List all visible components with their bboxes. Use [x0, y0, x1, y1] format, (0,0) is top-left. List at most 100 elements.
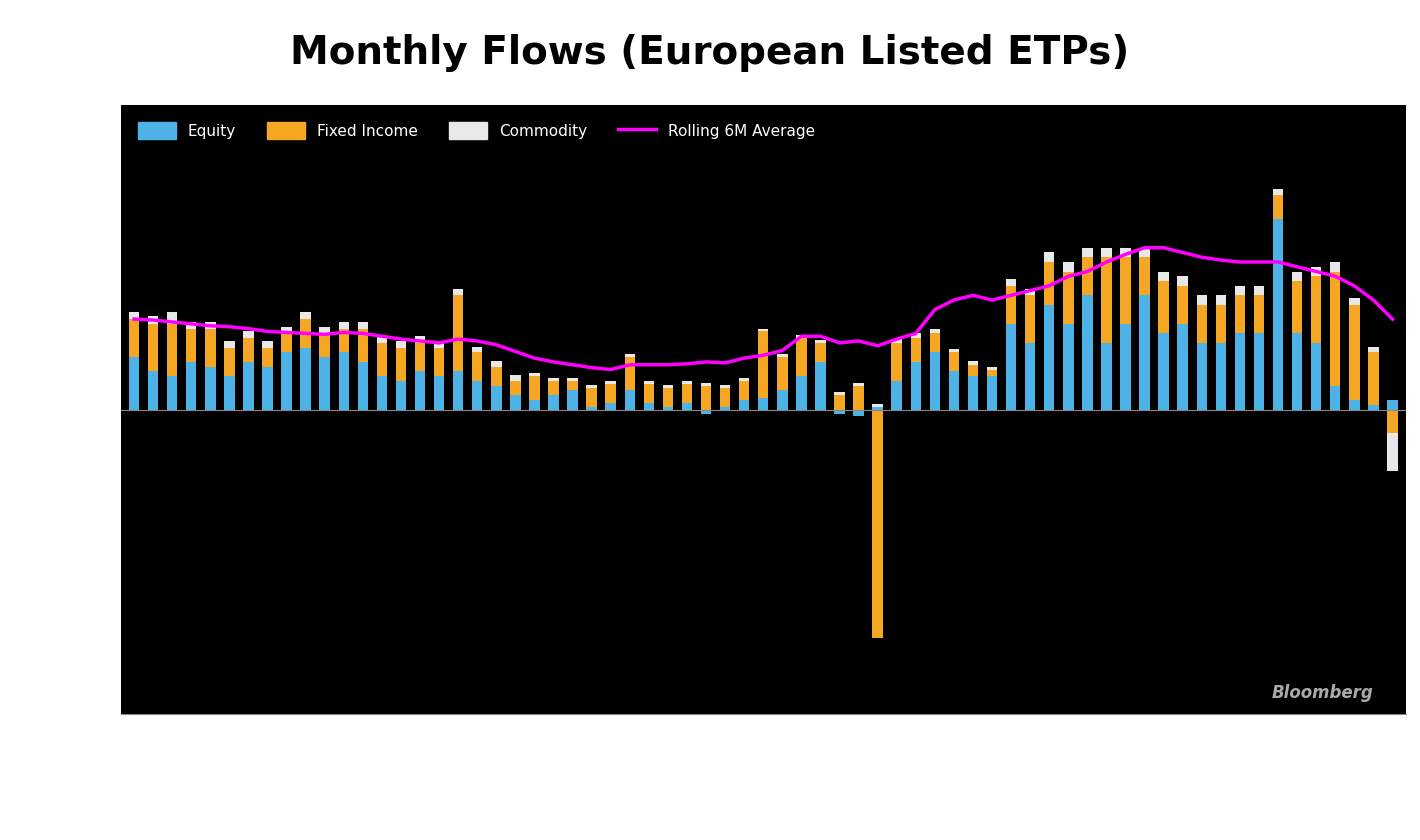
Bar	[435, 348, 444, 376]
Bar	[301, 312, 311, 319]
Bar	[797, 376, 807, 409]
Bar	[1159, 333, 1169, 409]
Bar	[930, 353, 940, 409]
Bar	[1311, 276, 1322, 343]
Bar	[625, 391, 635, 409]
Bar	[1234, 296, 1245, 333]
Bar	[1100, 248, 1112, 257]
Bar	[301, 348, 311, 409]
Bar	[1120, 248, 1130, 257]
Bar	[968, 361, 978, 365]
Bar	[853, 383, 863, 386]
Bar	[1139, 248, 1150, 257]
Bar	[396, 381, 406, 409]
Bar	[358, 362, 368, 409]
Bar	[1044, 305, 1055, 409]
Bar	[1234, 286, 1245, 296]
Bar	[701, 409, 711, 414]
Bar	[968, 365, 978, 376]
Bar	[320, 327, 329, 333]
Bar	[1292, 271, 1302, 281]
Bar	[1159, 281, 1169, 333]
Bar	[320, 357, 329, 409]
Bar	[186, 328, 196, 362]
Bar	[281, 327, 293, 333]
Bar	[586, 407, 596, 409]
Bar	[1025, 289, 1035, 296]
Bar	[987, 370, 997, 376]
Bar	[1197, 343, 1207, 409]
Bar	[1082, 296, 1092, 409]
Bar	[777, 391, 788, 409]
Text: Bloomberg: Bloomberg	[1272, 684, 1373, 701]
Bar	[1120, 324, 1130, 409]
Bar	[1216, 343, 1225, 409]
Bar	[1064, 324, 1074, 409]
Bar	[338, 322, 349, 328]
Bar	[872, 409, 883, 638]
Bar	[415, 336, 426, 343]
Bar	[853, 386, 863, 409]
Bar	[987, 367, 997, 370]
Bar	[396, 341, 406, 348]
Bar	[1177, 324, 1189, 409]
Bar	[758, 328, 768, 332]
Bar	[1254, 333, 1264, 409]
Bar	[148, 324, 159, 371]
Bar	[281, 353, 293, 409]
Bar	[148, 316, 159, 324]
Bar	[1044, 253, 1055, 262]
Bar	[1272, 196, 1284, 219]
Bar	[548, 381, 558, 396]
Bar	[1005, 324, 1017, 409]
Bar	[968, 376, 978, 409]
Bar	[682, 381, 692, 384]
Bar	[204, 328, 216, 367]
Bar	[1197, 305, 1207, 343]
Bar	[605, 384, 616, 403]
Bar	[168, 376, 178, 409]
Bar	[376, 343, 388, 376]
Bar	[643, 381, 655, 384]
Bar	[1234, 333, 1245, 409]
Bar	[872, 407, 883, 409]
Bar	[663, 387, 673, 407]
Bar	[758, 398, 768, 409]
Bar	[568, 391, 578, 409]
Bar	[415, 343, 426, 371]
Bar	[758, 332, 768, 398]
Bar	[301, 319, 311, 348]
Bar	[471, 353, 483, 381]
Legend: Equity, Fixed Income, Commodity, Rolling 6M Average: Equity, Fixed Income, Commodity, Rolling…	[128, 113, 825, 149]
Bar	[720, 407, 730, 409]
Bar	[625, 354, 635, 357]
Bar	[738, 400, 750, 409]
Bar	[586, 387, 596, 407]
Bar	[1082, 248, 1092, 257]
Bar	[243, 362, 254, 409]
Bar	[1197, 296, 1207, 305]
Bar	[605, 381, 616, 384]
Bar	[1005, 279, 1017, 286]
Bar	[435, 376, 444, 409]
Bar	[1177, 286, 1189, 324]
Bar	[510, 381, 521, 396]
Bar	[1272, 189, 1284, 196]
Bar	[1082, 257, 1092, 296]
Bar	[1387, 400, 1397, 409]
Bar	[701, 386, 711, 409]
Bar	[1159, 271, 1169, 281]
Bar	[815, 340, 825, 343]
Bar	[1331, 271, 1340, 386]
Bar	[396, 348, 406, 381]
Bar	[1139, 296, 1150, 409]
Bar	[243, 332, 254, 339]
Bar	[910, 333, 922, 339]
Bar	[720, 385, 730, 387]
Bar	[892, 339, 902, 343]
Bar	[777, 354, 788, 357]
Bar	[1216, 305, 1225, 343]
Bar	[1177, 276, 1189, 286]
Bar	[510, 375, 521, 381]
Bar	[987, 376, 997, 409]
